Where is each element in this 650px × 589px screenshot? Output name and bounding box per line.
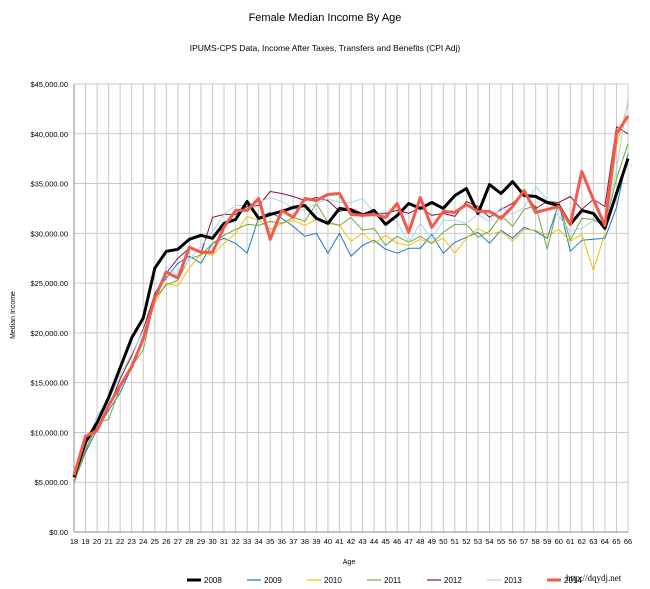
x-tick-label: 58 bbox=[531, 537, 539, 546]
x-tick-label: 26 bbox=[162, 537, 170, 546]
x-tick-label: 57 bbox=[520, 537, 528, 546]
x-tick-label: 61 bbox=[566, 537, 574, 546]
x-tick-label: 28 bbox=[185, 537, 193, 546]
y-tick-label: $5,000.00 bbox=[35, 478, 68, 487]
x-tick-label: 20 bbox=[93, 537, 101, 546]
x-tick-label: 48 bbox=[416, 537, 424, 546]
x-tick-label: 37 bbox=[289, 537, 297, 546]
legend-item-2010: 2010 bbox=[307, 576, 342, 585]
x-tick-label: 40 bbox=[324, 537, 332, 546]
x-tick-label: 49 bbox=[428, 537, 436, 546]
y-tick-label: $30,000.00 bbox=[30, 229, 68, 238]
x-tick-label: 60 bbox=[555, 537, 563, 546]
legend-label: 2008 bbox=[204, 576, 222, 585]
x-tick-label: 36 bbox=[278, 537, 286, 546]
legend-item-2014: 2014 bbox=[547, 576, 582, 585]
gridlines bbox=[73, 83, 629, 533]
legend-label: 2014 bbox=[564, 576, 582, 585]
x-tick-label: 24 bbox=[139, 537, 147, 546]
y-axis-label: Median Income bbox=[10, 291, 17, 339]
legend-label: 2011 bbox=[384, 576, 402, 585]
x-tick-label: 62 bbox=[578, 537, 586, 546]
x-tick-label: 47 bbox=[405, 537, 413, 546]
legend-label: 2009 bbox=[264, 576, 282, 585]
x-tick-label: 56 bbox=[508, 537, 516, 546]
x-axis-label: Age bbox=[343, 559, 356, 566]
x-tick-label: 22 bbox=[116, 537, 124, 546]
x-tick-label: 19 bbox=[81, 537, 89, 546]
x-tick-label: 42 bbox=[347, 537, 355, 546]
x-tick-label: 33 bbox=[243, 537, 251, 546]
legend-label: 2013 bbox=[504, 576, 522, 585]
series-line-2013 bbox=[73, 98, 629, 480]
x-tick-label: 27 bbox=[174, 537, 182, 546]
legend-item-2013: 2013 bbox=[487, 576, 522, 585]
chart-subtitle: IPUMS-CPS Data, Income After Taxes, Tran… bbox=[190, 43, 461, 53]
x-tick-label: 21 bbox=[104, 537, 112, 546]
x-tick-label: 52 bbox=[462, 537, 470, 546]
legend-item-2009: 2009 bbox=[247, 576, 282, 585]
y-tick-label: $20,000.00 bbox=[30, 329, 68, 338]
x-tick-label: 25 bbox=[151, 537, 159, 546]
y-tick-label: $25,000.00 bbox=[30, 279, 68, 288]
x-tick-label: 38 bbox=[301, 537, 309, 546]
x-tick-label: 30 bbox=[208, 537, 216, 546]
watermark: http://dqydj.net bbox=[566, 573, 622, 583]
chart-title: Female Median Income By Age bbox=[249, 12, 402, 24]
y-tick-label: $15,000.00 bbox=[30, 379, 68, 388]
y-tick-label: $0.00 bbox=[49, 528, 68, 537]
x-tick-label: 55 bbox=[497, 537, 505, 546]
legend-label: 2012 bbox=[444, 576, 462, 585]
x-tick-label: 18 bbox=[70, 537, 78, 546]
x-tick-label: 66 bbox=[624, 537, 632, 546]
y-tick-label: $10,000.00 bbox=[30, 428, 68, 437]
y-tick-label: $40,000.00 bbox=[30, 130, 68, 139]
series-line-2009 bbox=[73, 153, 629, 483]
x-tick-label: 31 bbox=[220, 537, 228, 546]
x-tick-label: 29 bbox=[197, 537, 205, 546]
x-tick-label: 64 bbox=[601, 537, 609, 546]
x-tick-label: 50 bbox=[439, 537, 447, 546]
y-tick-label: $35,000.00 bbox=[30, 180, 68, 189]
x-tick-label: 41 bbox=[335, 537, 343, 546]
x-tick-label: 34 bbox=[254, 537, 262, 546]
series-line-2014 bbox=[72, 115, 630, 476]
legend-label: 2010 bbox=[324, 576, 342, 585]
legend: 2008 2009 2010 2011 2012 2013 2014 bbox=[187, 576, 582, 585]
x-tick-label: 54 bbox=[485, 537, 493, 546]
x-tick-label: 46 bbox=[393, 537, 401, 546]
legend-item-2008: 2008 bbox=[187, 576, 222, 585]
x-tick-label: 23 bbox=[128, 537, 136, 546]
series-line-2008 bbox=[72, 158, 630, 478]
x-tick-label: 65 bbox=[612, 537, 620, 546]
x-tick-label: 51 bbox=[451, 537, 459, 546]
x-tick-label: 53 bbox=[474, 537, 482, 546]
y-tick-label: $45,000.00 bbox=[30, 80, 68, 89]
x-tick-label: 44 bbox=[370, 537, 378, 546]
x-tick-label: 35 bbox=[266, 537, 274, 546]
y-axis-ticks: $0.00 $5,000.00 $10,000.00 $15,000.00 $20,00… bbox=[30, 80, 68, 537]
x-tick-label: 59 bbox=[543, 537, 551, 546]
x-tick-label: 32 bbox=[231, 537, 239, 546]
x-tick-label: 43 bbox=[358, 537, 366, 546]
series-lines bbox=[72, 98, 630, 484]
series-line-2011 bbox=[73, 143, 629, 484]
x-tick-label: 63 bbox=[589, 537, 597, 546]
legend-item-2012: 2012 bbox=[427, 576, 462, 585]
x-axis-ticks: 18 19 20 21 22 23 24 25 26 27 28 29 30 31 32 33 34 35 36 37… bbox=[70, 537, 632, 546]
series-line-2010 bbox=[73, 103, 629, 482]
x-tick-label: 39 bbox=[312, 537, 320, 546]
legend-item-2011: 2011 bbox=[367, 576, 402, 585]
x-tick-label: 45 bbox=[381, 537, 389, 546]
